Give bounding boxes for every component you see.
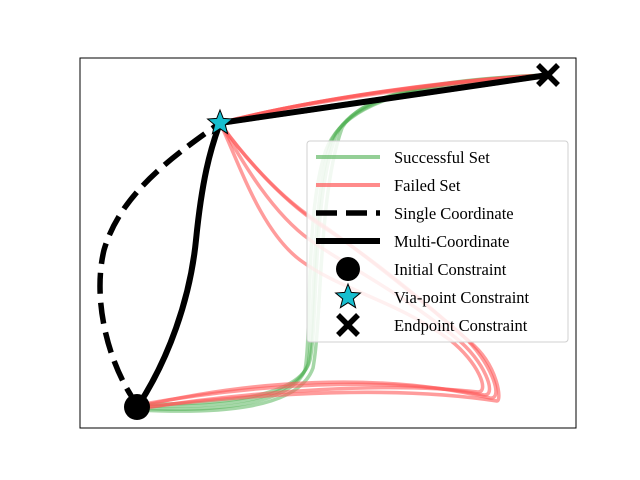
- legend: Successful Set Failed Set Single Coordin…: [306, 140, 569, 343]
- legend-marker-via: [334, 282, 362, 309]
- legend-label-multi: Multi-Coordinate: [394, 232, 509, 251]
- via-point-constraint-marker: [206, 108, 234, 135]
- legend-box: [306, 140, 569, 343]
- legend-marker-endpoint: [336, 313, 360, 337]
- single-coordinate-line: [97, 72, 549, 408]
- legend-label-successful: Successful Set: [394, 148, 490, 167]
- initial-constraint-marker: [124, 394, 150, 420]
- axes-frame: [79, 57, 577, 429]
- legend-label-via: Via-point Constraint: [394, 288, 530, 307]
- legend-label-single: Single Coordinate: [394, 204, 514, 223]
- legend-label-failed: Failed Set: [394, 176, 461, 195]
- legend-label-initial: Initial Constraint: [394, 260, 507, 279]
- multi-coordinate-line: [135, 72, 549, 408]
- endpoint-constraint-marker: [536, 63, 560, 87]
- legend-label-endpoint: Endpoint Constraint: [394, 316, 528, 335]
- legend-marker-initial: [336, 257, 360, 281]
